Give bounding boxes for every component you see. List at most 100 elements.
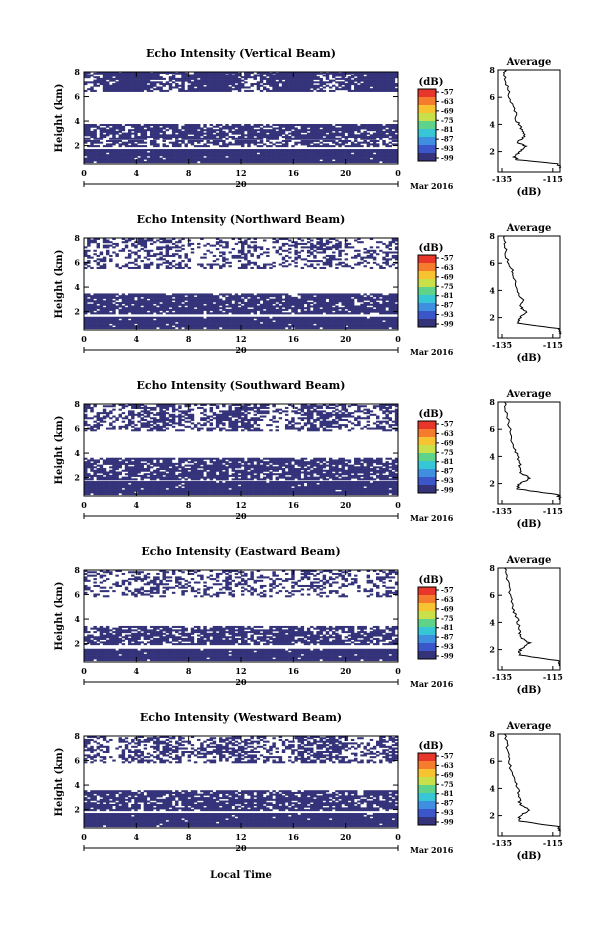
heatmap-cell xyxy=(149,320,154,323)
heatmap-cell xyxy=(215,295,220,298)
heatmap-cell xyxy=(241,302,245,305)
heatmap-cell xyxy=(197,302,201,305)
heatmap-cell xyxy=(197,76,201,79)
heatmap-cell xyxy=(197,149,201,152)
heatmap-cell xyxy=(325,302,330,305)
heatmap-cell xyxy=(171,154,176,157)
heatmap-cell xyxy=(87,316,91,319)
heatmap-cell xyxy=(175,320,179,323)
heatmap-cell xyxy=(316,302,320,305)
heatmap-cell xyxy=(372,300,377,303)
heatmap-cell xyxy=(190,86,195,89)
heatmap-cell xyxy=(256,83,261,86)
heatmap-cell xyxy=(347,81,352,84)
heatmap-cell xyxy=(269,134,273,137)
heatmap-cell xyxy=(388,124,393,127)
heatmap-cell xyxy=(350,132,355,135)
heatmap-cell xyxy=(184,137,188,140)
heatmap-cell xyxy=(149,77,154,80)
heatmap-cell xyxy=(137,124,141,127)
heatmap-cell xyxy=(118,157,122,160)
heatmap-cell xyxy=(109,124,113,127)
heatmap-cell xyxy=(168,86,173,89)
heatmap-cell xyxy=(281,155,286,158)
heatmap-cell xyxy=(328,295,333,298)
heatmap-cell xyxy=(250,325,254,328)
heatmap-cell xyxy=(184,79,188,82)
heatmap-cell xyxy=(310,141,314,144)
heatmap-cell xyxy=(391,143,396,146)
heatmap-cell xyxy=(175,72,179,75)
heatmap-cell xyxy=(284,145,289,148)
heatmap-cell xyxy=(193,72,198,75)
heatmap-cell xyxy=(338,137,342,140)
heatmap-cell xyxy=(350,127,355,130)
heatmap-cell xyxy=(187,86,192,89)
heatmap-cell xyxy=(284,298,289,301)
heatmap-cell xyxy=(250,89,254,92)
heatmap-cell xyxy=(222,318,226,321)
heatmap-cell xyxy=(209,157,214,160)
heatmap-cell xyxy=(187,139,192,142)
heatmap-cell xyxy=(366,296,371,299)
heatmap-cell xyxy=(87,157,91,160)
heatmap-cell xyxy=(231,124,236,127)
heatmap-cell xyxy=(118,161,122,164)
heatmap-cell xyxy=(175,130,179,133)
heatmap-cell xyxy=(350,310,355,313)
heatmap-cell xyxy=(266,155,270,158)
heatmap-cell xyxy=(332,132,336,135)
heatmap-cell xyxy=(275,155,279,158)
heatmap-cell xyxy=(376,157,380,160)
heatmap-cell xyxy=(322,263,327,266)
heatmap-cell xyxy=(134,303,138,306)
heatmap-cell xyxy=(149,325,154,328)
heatmap-cell xyxy=(272,132,276,135)
heatmap-cell xyxy=(215,327,220,330)
heatmap-cell xyxy=(300,303,305,306)
heatmap-cell xyxy=(288,305,292,308)
heatmap-cell xyxy=(341,320,345,323)
heatmap-cell xyxy=(209,320,214,323)
heatmap-cell xyxy=(372,256,377,259)
heatmap-cell xyxy=(338,88,342,91)
heatmap-cell xyxy=(190,139,195,142)
heatmap-cell xyxy=(379,134,383,137)
heatmap-cell xyxy=(99,161,104,164)
heatmap-cell xyxy=(156,296,160,299)
heatmap-cell xyxy=(131,318,135,321)
heatmap-cell xyxy=(391,293,396,296)
heatmap-cell xyxy=(197,89,201,92)
heatmap-cell xyxy=(131,145,135,148)
heatmap-cell xyxy=(394,295,399,298)
heatmap-cell xyxy=(297,83,301,86)
heatmap-cell xyxy=(225,143,229,146)
heatmap-cell xyxy=(347,132,352,135)
heatmap-cell xyxy=(294,325,298,328)
heatmap-cell xyxy=(105,84,110,87)
heatmap-cell xyxy=(294,89,298,92)
heatmap-cell xyxy=(219,74,223,77)
heatmap-cell xyxy=(134,89,138,92)
heatmap-cell xyxy=(241,127,245,130)
heatmap-cell xyxy=(143,298,148,301)
heatmap-cell xyxy=(140,152,144,155)
heatmap-cell xyxy=(200,86,204,89)
heatmap-cell xyxy=(209,263,214,266)
heatmap-cell xyxy=(244,134,248,137)
heatmap-cell xyxy=(341,303,345,306)
heatmap-cell xyxy=(168,263,173,266)
heatmap-cell xyxy=(379,303,383,306)
heatmap-cell xyxy=(96,300,100,303)
heatmap-cell xyxy=(149,81,154,84)
heatmap-cell xyxy=(134,302,138,305)
heatmap-cell xyxy=(259,293,264,296)
heatmap-cell xyxy=(328,137,333,140)
heatmap-cell xyxy=(181,136,185,139)
heatmap-cell xyxy=(325,139,330,142)
heatmap-cell xyxy=(391,155,396,158)
heatmap-cell xyxy=(222,132,226,135)
heatmap-cell xyxy=(84,318,88,321)
heatmap-cell xyxy=(313,246,317,249)
heatmap-cell xyxy=(325,152,330,155)
